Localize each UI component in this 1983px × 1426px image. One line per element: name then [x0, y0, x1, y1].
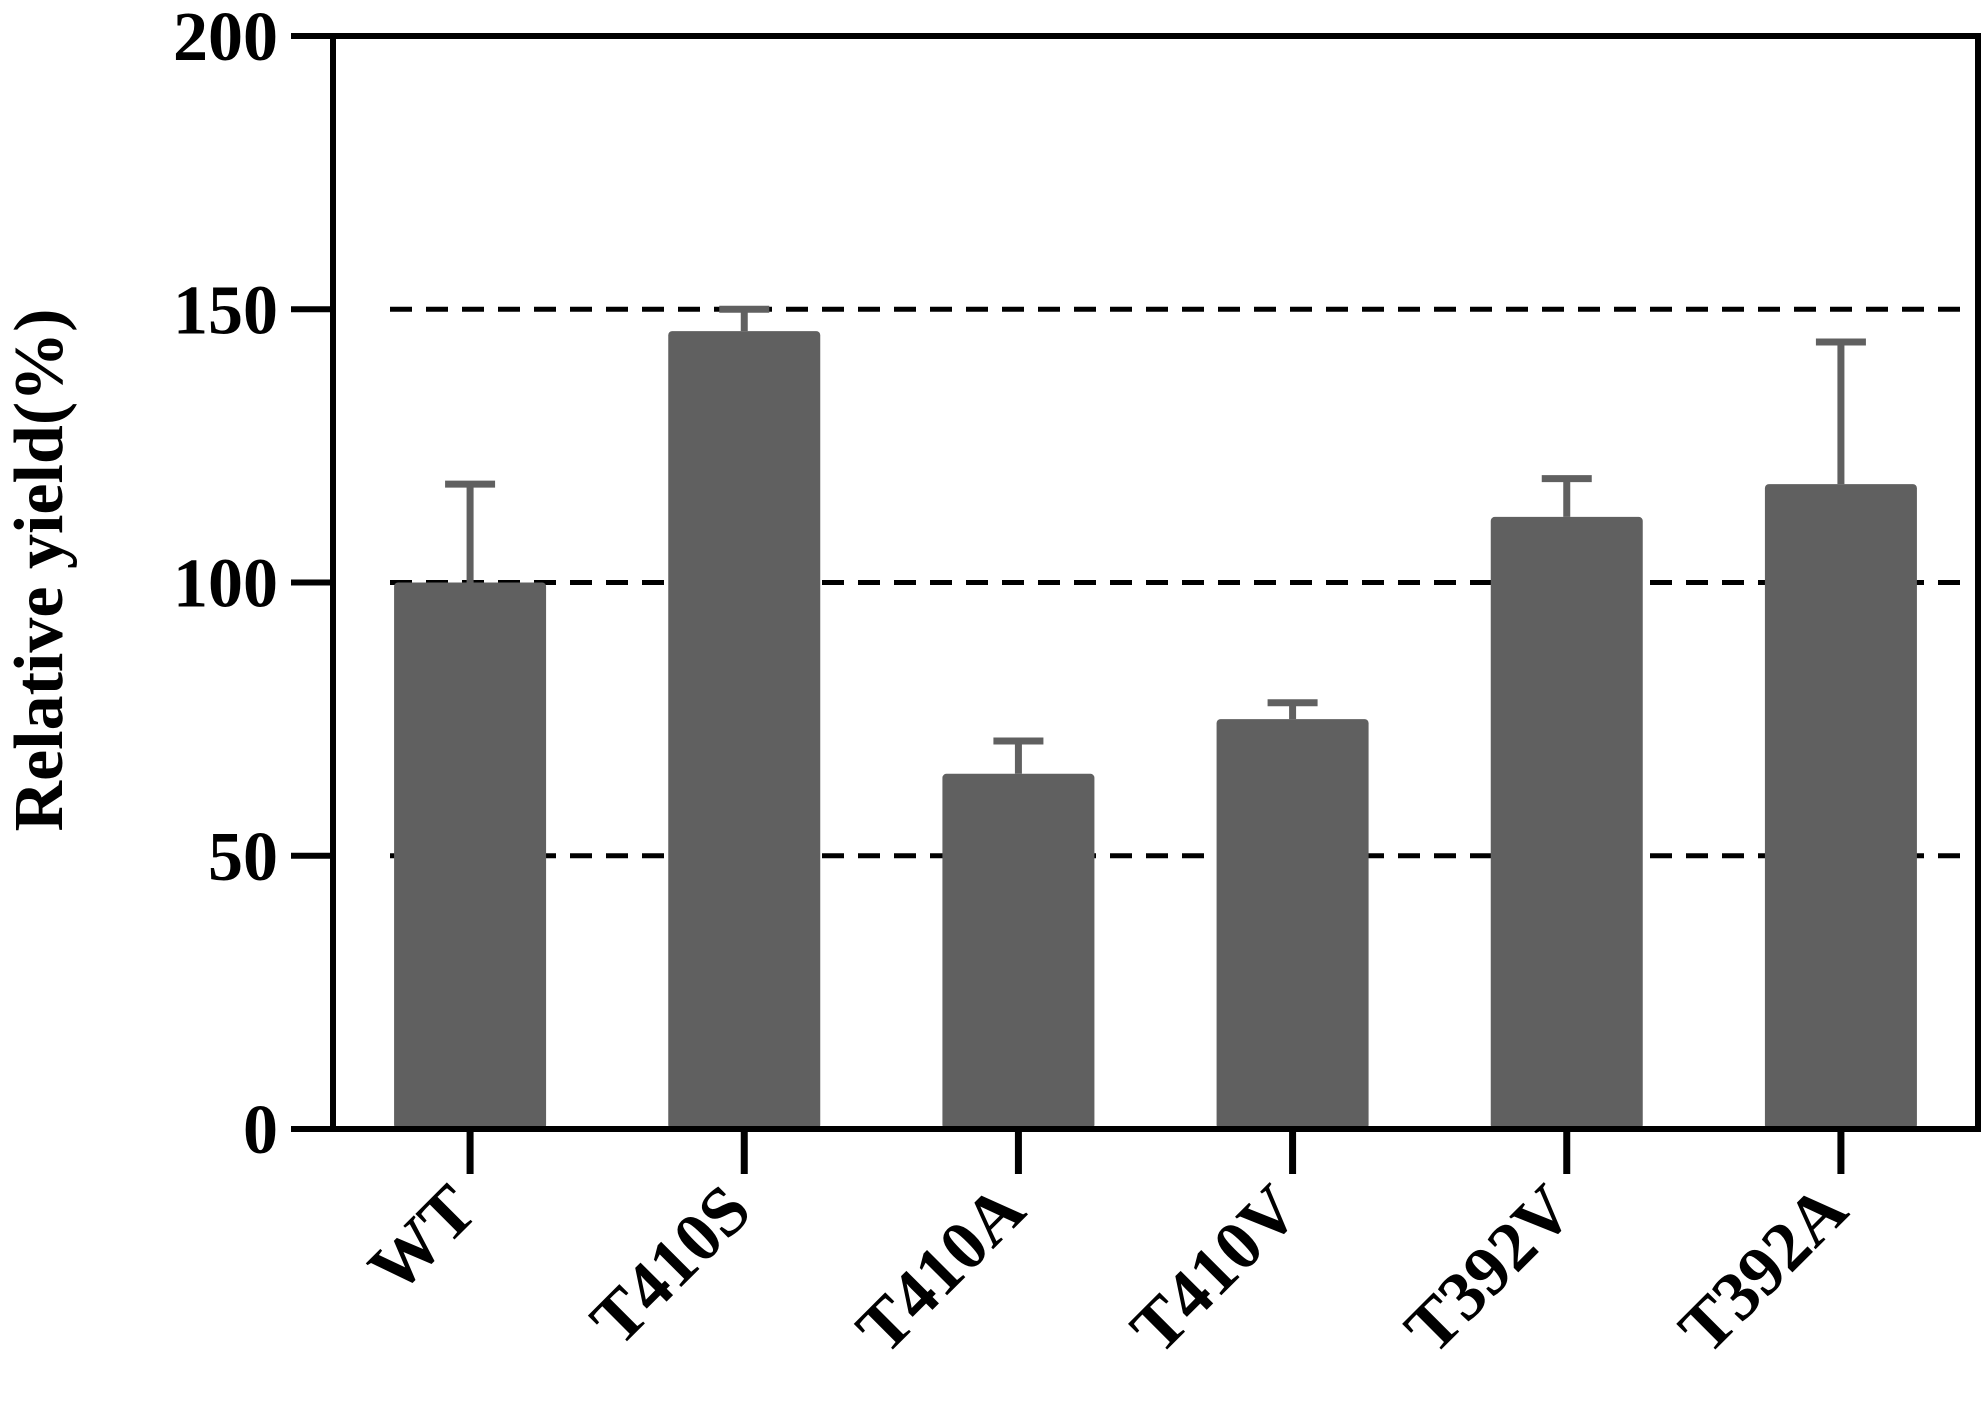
- y-tick-label: 50: [208, 819, 278, 896]
- error-bars: [445, 305, 1866, 774]
- x-tick-label: T392V: [1391, 1171, 1588, 1368]
- y-tick-label: 150: [173, 272, 278, 349]
- x-tick-label: WT: [354, 1171, 491, 1308]
- bar: [942, 773, 1095, 1129]
- bar: [394, 582, 547, 1129]
- bars: [394, 331, 1917, 1129]
- bar: [668, 331, 821, 1129]
- x-tick-label: T392A: [1665, 1171, 1863, 1369]
- x-tick-label: T410A: [842, 1171, 1040, 1369]
- axes: [291, 33, 1981, 1174]
- x-tick-label: T410S: [576, 1171, 765, 1360]
- y-tick-label: 0: [243, 1092, 278, 1169]
- y-axis-title: Relative yield(%): [1, 309, 78, 832]
- bar: [1216, 719, 1369, 1129]
- x-tick-label: T410V: [1116, 1171, 1313, 1368]
- bar: [1764, 484, 1917, 1129]
- y-tick-label: 200: [173, 0, 278, 76]
- y-tick-label: 100: [173, 546, 278, 623]
- gridlines: [390, 306, 1970, 859]
- bar: [1490, 516, 1643, 1129]
